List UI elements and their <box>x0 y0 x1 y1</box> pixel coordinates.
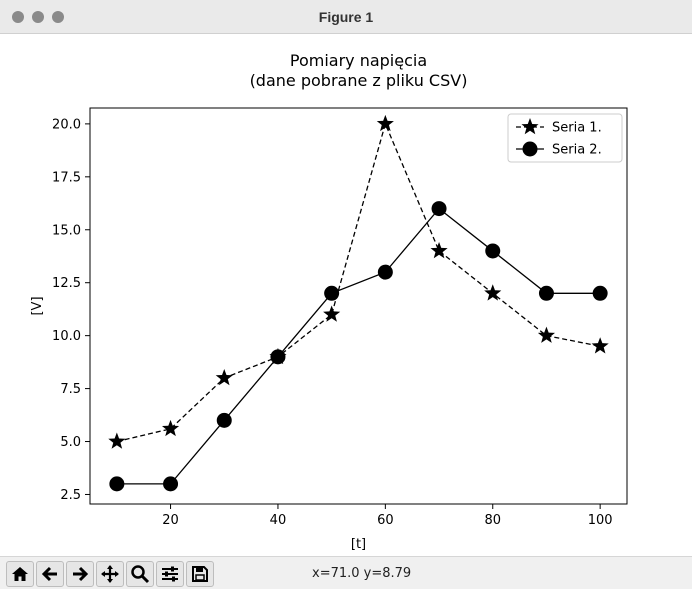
home-icon <box>12 567 28 581</box>
minimize-window-button[interactable] <box>32 11 44 23</box>
series-2-point <box>109 476 125 492</box>
legend-label: Seria 2. <box>552 143 602 158</box>
home-button[interactable] <box>6 561 34 587</box>
series-2-point <box>538 285 554 301</box>
magnifier-icon <box>131 565 150 584</box>
cursor-coordinates: x=71.0 y=8.79 <box>312 566 412 581</box>
series-1-point <box>591 337 609 354</box>
toolbar: x=71.0 y=8.79 <box>0 556 692 589</box>
configure-subplots-button[interactable] <box>156 561 184 587</box>
save-button[interactable] <box>186 561 214 587</box>
series-2-point <box>163 476 179 492</box>
x-tick-label: 100 <box>588 513 613 528</box>
close-window-button[interactable] <box>12 11 24 23</box>
arrow-right-icon <box>73 566 89 582</box>
series-2-point <box>270 349 286 365</box>
y-axis-label: [V] <box>30 296 45 315</box>
x-tick-label: 60 <box>377 513 394 528</box>
y-tick-label: 17.5 <box>52 170 81 185</box>
x-tick-label: 80 <box>484 513 501 528</box>
pan-button[interactable] <box>96 561 124 587</box>
series-2-point <box>592 285 608 301</box>
legend-label: Seria 1. <box>552 121 602 136</box>
move-icon <box>101 565 119 583</box>
plot-frame <box>89 107 628 505</box>
series-2-point <box>324 285 340 301</box>
sliders-icon <box>162 566 178 582</box>
legend-marker <box>521 118 539 135</box>
series-1-point <box>430 241 448 259</box>
back-button[interactable] <box>36 561 64 587</box>
y-tick-label: 12.5 <box>52 276 81 291</box>
x-tick-label: 40 <box>270 513 287 528</box>
x-axis-label: [t] <box>351 537 366 552</box>
series-2-point <box>377 264 393 280</box>
series-1-point <box>215 369 233 386</box>
series-1-point <box>323 305 341 322</box>
series-1-point <box>161 419 180 437</box>
window-titlebar: Figure 1 <box>0 0 692 34</box>
y-tick-label: 5.0 <box>60 435 81 450</box>
zoom-button[interactable] <box>126 561 154 587</box>
series-1-point <box>484 284 502 301</box>
chart-canvas[interactable]: Pomiary napięcia(dane pobrane z pliku CS… <box>0 34 692 556</box>
y-tick-label: 20.0 <box>52 117 81 132</box>
y-tick-label: 2.5 <box>60 488 81 503</box>
series-1-point <box>537 326 556 343</box>
arrow-left-icon <box>41 566 57 582</box>
legend-marker <box>522 141 538 157</box>
window-title: Figure 1 <box>318 9 374 25</box>
forward-button[interactable] <box>66 561 94 587</box>
chart-title: Pomiary napięcia <box>290 51 427 70</box>
x-tick-label: 20 <box>162 513 179 528</box>
floppy-icon <box>192 566 208 582</box>
series-2-point <box>431 201 447 217</box>
series-2-point <box>216 412 232 428</box>
chart-subtitle: (dane pobrane z pliku CSV) <box>250 71 468 90</box>
series-2-point <box>485 243 501 259</box>
zoom-window-button[interactable] <box>52 11 64 23</box>
series-1-line <box>116 121 601 443</box>
series-1-point <box>376 114 394 132</box>
y-tick-label: 10.0 <box>52 329 81 344</box>
y-tick-label: 7.5 <box>60 382 81 397</box>
series-2-line <box>116 207 601 485</box>
y-tick-label: 15.0 <box>52 223 81 238</box>
series-1-point <box>108 432 126 449</box>
